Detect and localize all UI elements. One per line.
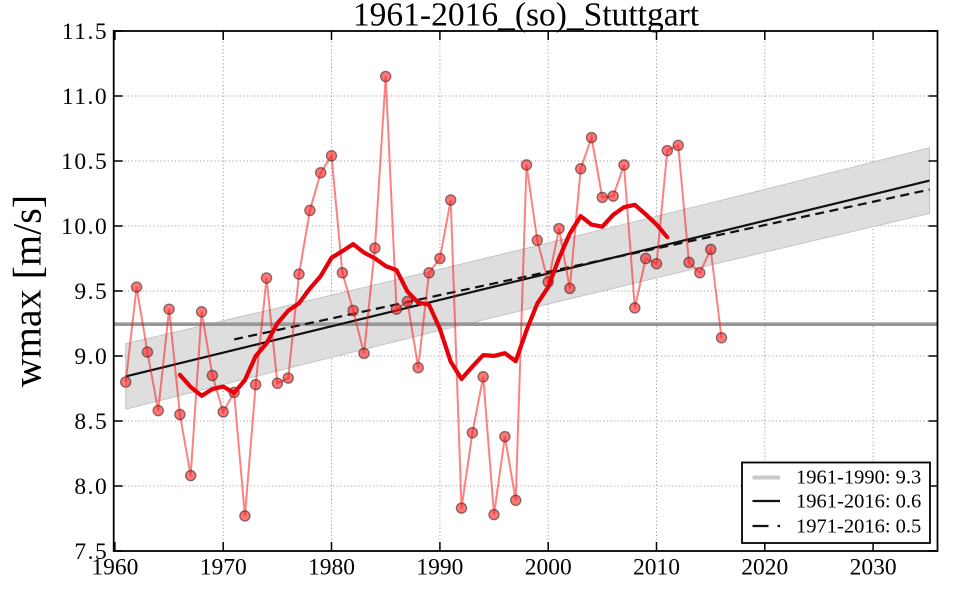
svg-text:8.0: 8.0 — [74, 474, 108, 500]
svg-text:1970: 1970 — [200, 555, 247, 581]
svg-text:1990: 1990 — [416, 555, 463, 581]
svg-text:9.5: 9.5 — [74, 279, 108, 305]
svg-text:11.0: 11.0 — [62, 84, 108, 110]
svg-text:1961-2016: 0.6: 1961-2016: 0.6 — [796, 491, 921, 513]
svg-text:9.0: 9.0 — [74, 344, 108, 370]
svg-text:wmax [m/s]: wmax [m/s] — [4, 195, 49, 387]
svg-text:1980: 1980 — [308, 555, 355, 581]
svg-text:8.5: 8.5 — [74, 409, 108, 435]
svg-text:1960: 1960 — [91, 555, 138, 581]
svg-text:2020: 2020 — [741, 555, 788, 581]
svg-text:2010: 2010 — [633, 555, 680, 581]
svg-text:1971-2016: 0.5: 1971-2016: 0.5 — [796, 516, 921, 538]
svg-text:2030: 2030 — [850, 555, 897, 581]
svg-text:1961-1990: 9.3: 1961-1990: 9.3 — [796, 467, 921, 489]
svg-text:7.5: 7.5 — [74, 539, 108, 565]
svg-text:11.5: 11.5 — [62, 19, 108, 45]
svg-text:10.5: 10.5 — [61, 149, 108, 175]
svg-text:1961-2016_(so)_Stuttgart: 1961-2016_(so)_Stuttgart — [353, 0, 700, 34]
svg-text:2000: 2000 — [525, 555, 572, 581]
svg-text:10.0: 10.0 — [61, 214, 108, 240]
